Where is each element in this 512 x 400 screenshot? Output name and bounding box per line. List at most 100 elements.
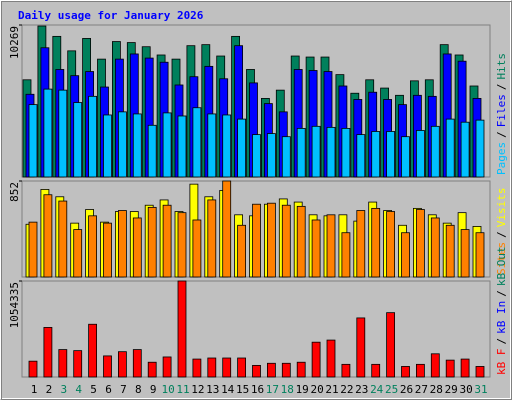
bar: [371, 131, 381, 178]
bar: [430, 217, 440, 278]
x-tick-label: 16: [251, 383, 264, 396]
bar: [118, 351, 127, 378]
x-tick-label: 6: [105, 383, 112, 396]
bar: [132, 217, 142, 278]
bar: [237, 224, 247, 278]
bar: [341, 363, 351, 378]
bar: [103, 222, 112, 278]
bar: [237, 357, 247, 378]
bar: [162, 204, 172, 278]
bar: [147, 361, 157, 378]
bar: [43, 194, 53, 278]
bar: [43, 88, 53, 178]
bar: [177, 280, 187, 378]
bar: [162, 356, 172, 378]
legend: Sites / Visits: [495, 188, 508, 276]
bar: [356, 210, 366, 278]
bar: [177, 212, 187, 278]
bar: [311, 219, 321, 278]
x-tick-label: 21: [325, 383, 338, 396]
x-tick-label: 4: [75, 383, 82, 396]
bar: [252, 203, 261, 278]
bar: [430, 353, 440, 378]
bar: [58, 349, 68, 378]
x-tick-label: 19: [296, 383, 309, 396]
bar: [326, 214, 336, 278]
legend-entry: Sites: [495, 242, 508, 275]
bar: [73, 350, 83, 378]
bar: [252, 134, 261, 178]
legend-entry: kB Out: [495, 246, 508, 286]
bar: [192, 358, 202, 378]
bar: [460, 121, 470, 178]
bar: [296, 128, 306, 178]
bar: [162, 112, 172, 178]
bar: [326, 339, 336, 378]
bar: [415, 209, 425, 278]
bar: [266, 133, 276, 178]
y-tick-label: 10269: [8, 26, 21, 59]
bar: [415, 363, 425, 378]
bar: [266, 202, 276, 278]
bar: [237, 118, 247, 178]
bar: [192, 219, 202, 278]
bar: [28, 360, 38, 378]
x-tick-label: 30: [459, 383, 472, 396]
bar: [415, 130, 425, 178]
bar: [118, 111, 127, 178]
legend-entry: Files: [495, 94, 508, 127]
x-tick-label: 12: [191, 383, 204, 396]
bar: [445, 359, 455, 378]
bar: [147, 124, 157, 178]
legend-entry: kB In: [495, 301, 508, 334]
x-tick-label: 23: [355, 383, 368, 396]
x-tick-label: 11: [176, 383, 189, 396]
bar: [207, 199, 217, 278]
panel: [21, 280, 491, 378]
chart-title: Daily usage for January 2026: [18, 9, 204, 22]
bar: [28, 104, 38, 178]
bar: [103, 114, 112, 178]
bar: [147, 206, 157, 278]
bar: [28, 221, 38, 278]
bar: [73, 229, 83, 278]
legend: kB F / kB In / kB Out: [495, 246, 508, 375]
y-tick-label: 852: [8, 182, 21, 202]
bar: [266, 362, 276, 378]
bar: [386, 312, 396, 378]
x-tick-label: 2: [46, 383, 53, 396]
x-tick-label: 3: [60, 383, 67, 396]
x-tick-label: 29: [445, 383, 458, 396]
x-tick-label: 14: [221, 383, 235, 396]
bar: [177, 115, 187, 178]
bar: [445, 118, 455, 178]
bar: [356, 134, 366, 178]
bar: [222, 180, 232, 278]
bar: [43, 327, 53, 378]
bar: [296, 361, 306, 378]
bar: [341, 232, 351, 278]
bar: [88, 323, 97, 378]
bar: [356, 317, 366, 378]
bar: [88, 95, 97, 178]
legend-entry: kB F: [495, 349, 508, 376]
legend-separator: /: [495, 290, 508, 297]
bar: [58, 89, 68, 178]
bar: [445, 224, 455, 278]
x-tick-label: 22: [340, 383, 353, 396]
bar: [118, 210, 127, 278]
legend: Pages / Files / Hits: [495, 53, 508, 175]
x-tick-label: 1: [31, 383, 38, 396]
bar: [192, 107, 202, 178]
legend-separator: /: [495, 338, 508, 345]
bar: [222, 114, 232, 178]
bar: [475, 366, 485, 378]
bar: [311, 125, 321, 178]
x-tick-label: 20: [310, 383, 323, 396]
bar: [371, 207, 381, 278]
x-tick-label: 13: [206, 383, 219, 396]
bar: [386, 131, 396, 178]
x-tick-label: 18: [281, 383, 294, 396]
